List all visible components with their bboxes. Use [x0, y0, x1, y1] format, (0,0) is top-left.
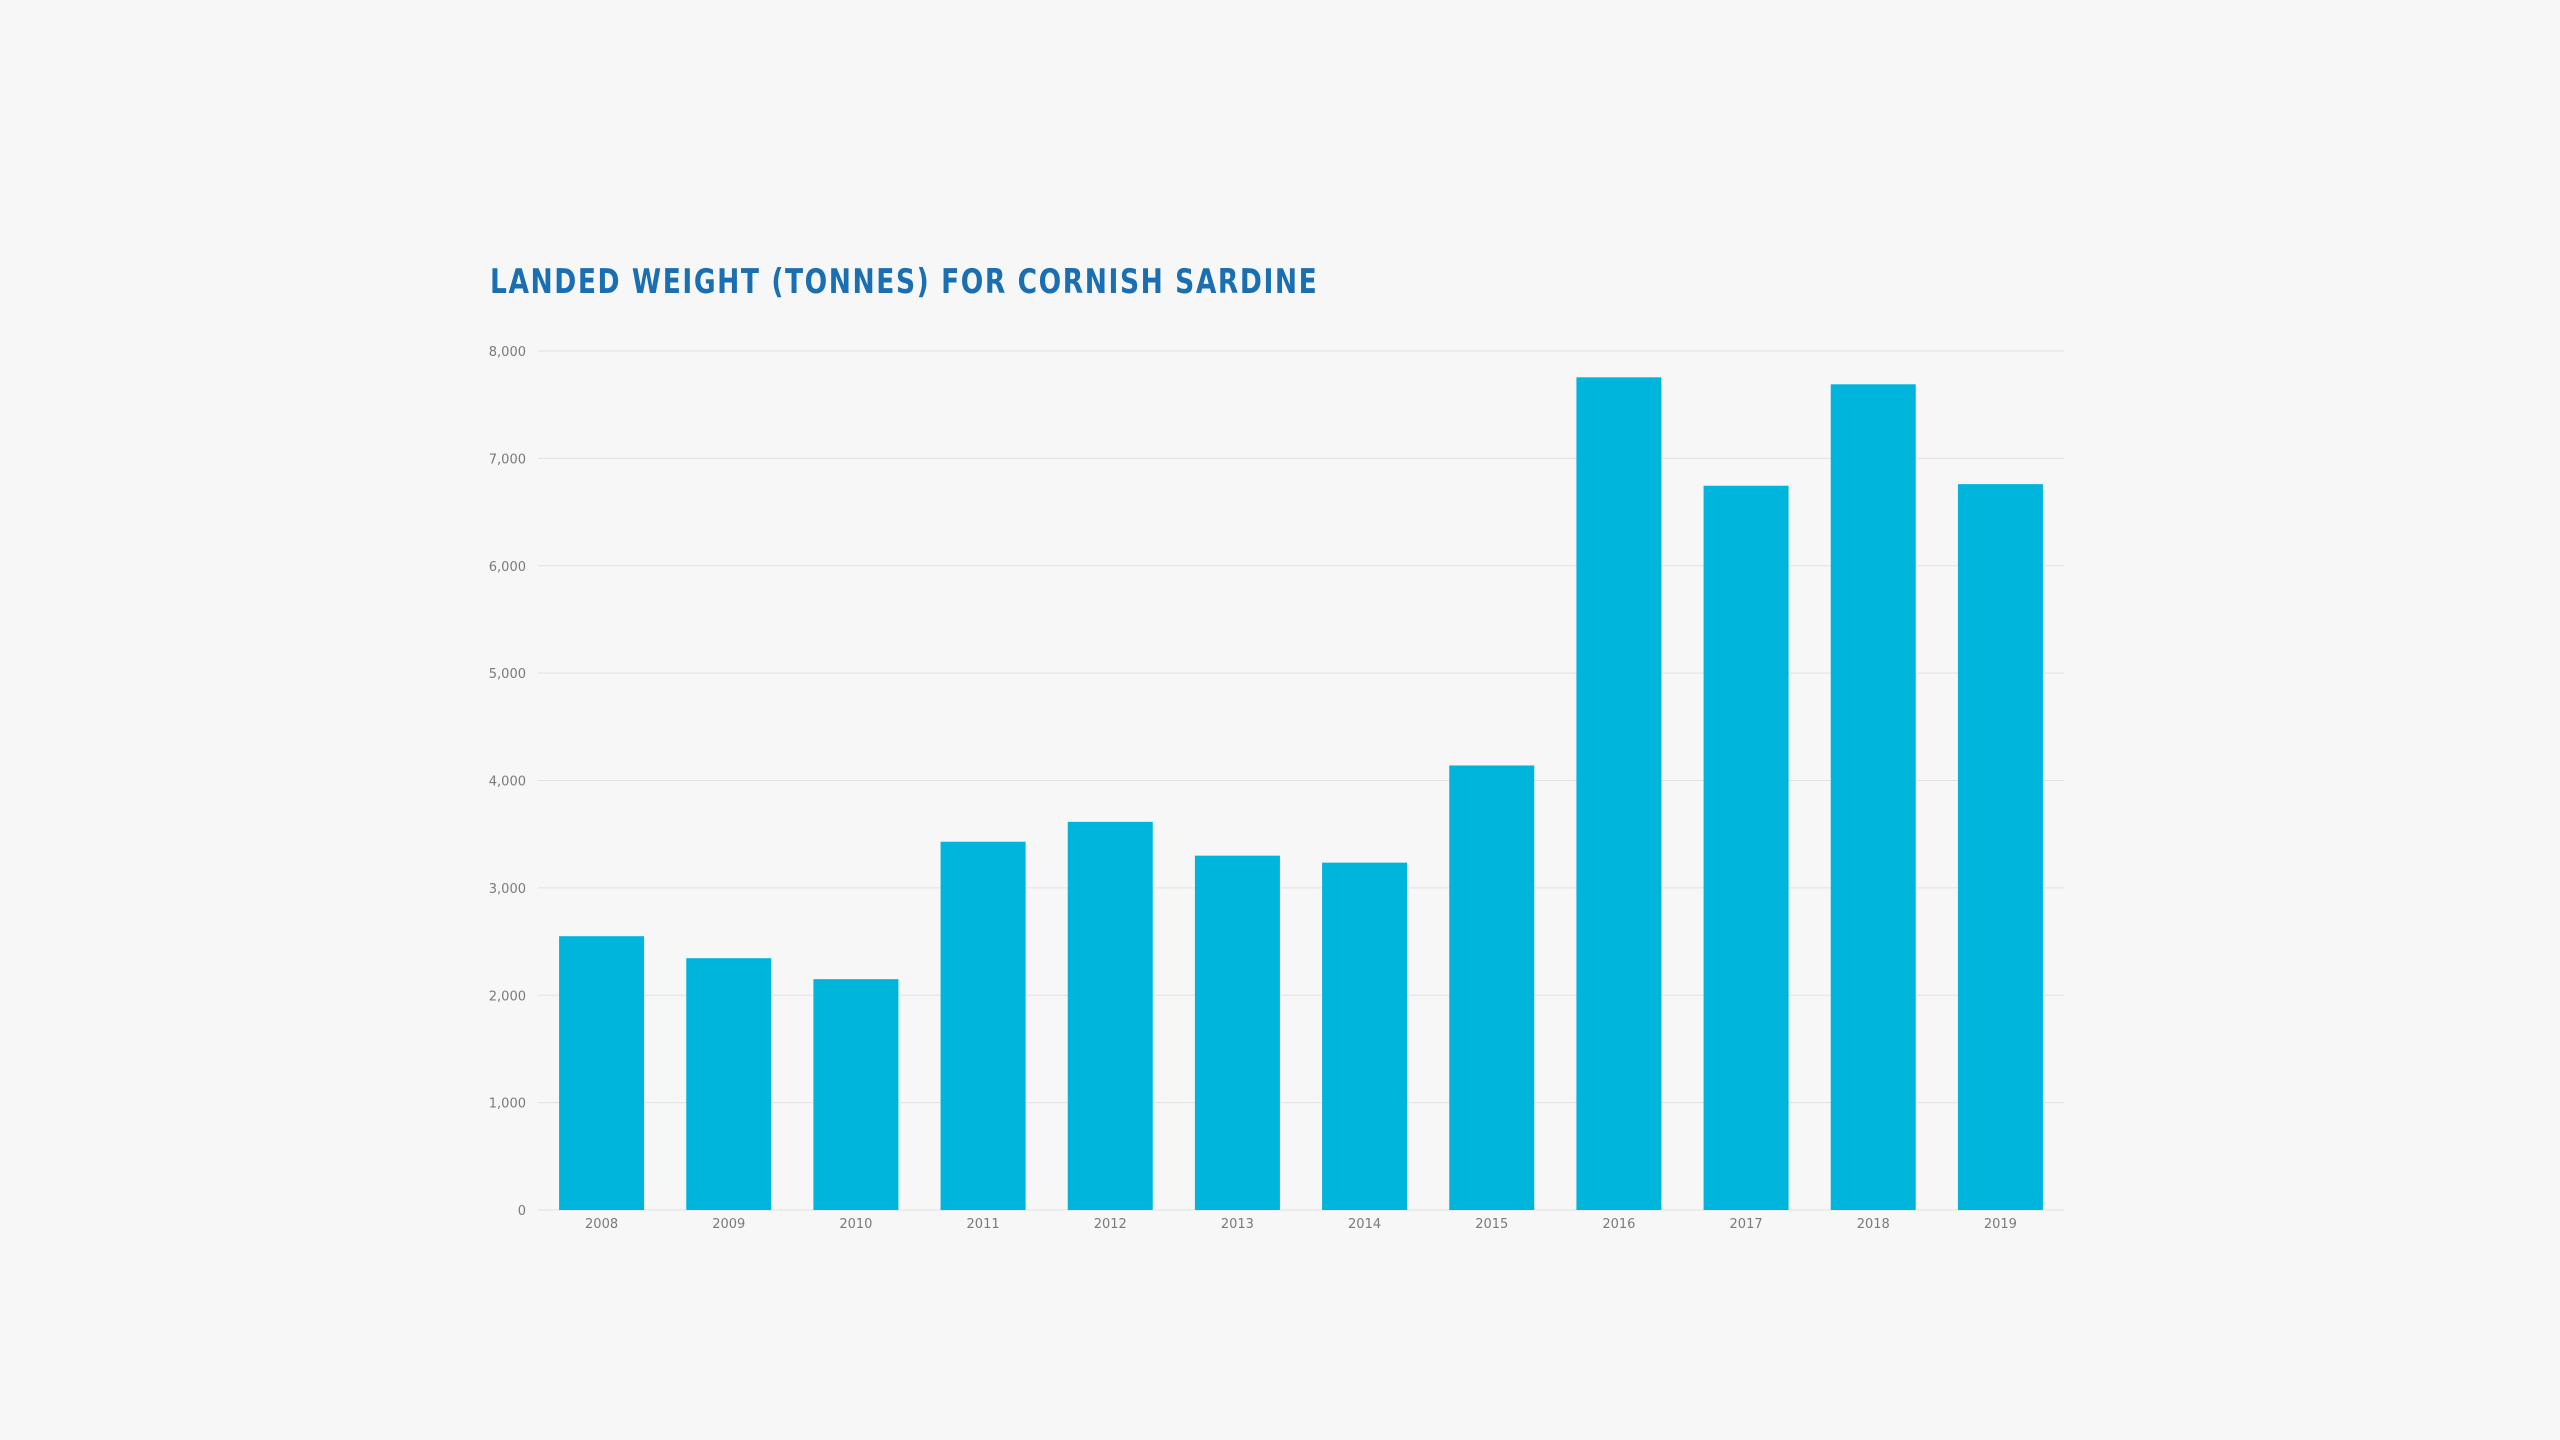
x-tick-label: 2015 — [1475, 1217, 1508, 1232]
x-tick-label: 2013 — [1221, 1217, 1254, 1232]
bar-2018[interactable] — [1830, 384, 1916, 1210]
bar-2015[interactable] — [1449, 765, 1535, 1210]
bar-2008[interactable] — [559, 936, 645, 1210]
y-tick-label: 8,000 — [489, 345, 526, 360]
y-tick-label: 0 — [518, 1204, 526, 1219]
bar-2016[interactable] — [1576, 377, 1662, 1210]
bar-2014[interactable] — [1322, 862, 1408, 1210]
bar-2009[interactable] — [686, 958, 772, 1210]
y-axis-ticks: 0 1,000 2,000 3,000 4,000 5,000 6,000 7,000 8,00… — [489, 345, 526, 1219]
y-tick-label: 5,000 — [489, 667, 526, 682]
bar-2017[interactable] — [1703, 485, 1789, 1210]
x-tick-label: 2012 — [1094, 1217, 1127, 1232]
y-tick-label: 6,000 — [489, 560, 526, 575]
bar-2010[interactable] — [813, 979, 899, 1210]
y-tick-label: 3,000 — [489, 882, 526, 897]
x-tick-label: 2009 — [712, 1217, 745, 1232]
x-tick-label: 2008 — [585, 1217, 618, 1232]
x-tick-label: 2018 — [1857, 1217, 1890, 1232]
y-tick-label: 7,000 — [489, 452, 526, 467]
bars — [559, 377, 2043, 1210]
x-tick-label: 2016 — [1602, 1217, 1635, 1232]
x-tick-label: 2017 — [1730, 1217, 1763, 1232]
bar-2012[interactable] — [1067, 821, 1153, 1210]
bar-2013[interactable] — [1194, 855, 1280, 1210]
x-axis-ticks: 2008 2009 2010 2011 2012 2013 2014 2015 2016 2017… — [585, 1217, 2017, 1232]
bar-2019[interactable] — [1957, 484, 2043, 1210]
x-tick-label: 2010 — [839, 1217, 872, 1232]
x-tick-label: 2011 — [967, 1217, 1000, 1232]
y-tick-label: 2,000 — [489, 989, 526, 1004]
y-tick-label: 1,000 — [489, 1097, 526, 1112]
y-tick-label: 4,000 — [489, 775, 526, 790]
bar-2011[interactable] — [940, 841, 1026, 1210]
x-tick-label: 2014 — [1348, 1217, 1381, 1232]
chart-title: Landed weight (tonnes) for Cornish sardi… — [490, 262, 1319, 302]
x-tick-label: 2019 — [1984, 1217, 2017, 1232]
grid-lines — [538, 350, 2064, 1211]
